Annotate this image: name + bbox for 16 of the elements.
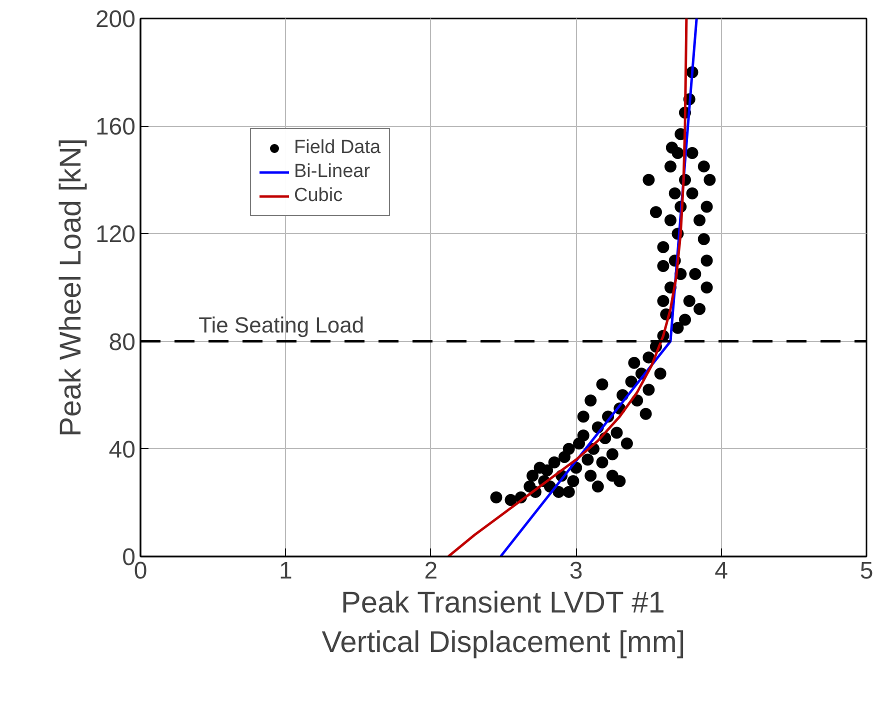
legend-label: Cubic bbox=[294, 185, 343, 207]
y-tick-label: 160 bbox=[95, 114, 136, 141]
x-axis-title: Peak Transient LVDT #1 Vertical Displacement [mm] bbox=[322, 586, 686, 660]
x-tick-label: 1 bbox=[279, 558, 292, 584]
y-tick-label: 120 bbox=[95, 221, 136, 248]
y-axis-title: Peak Wheel Load [kN] bbox=[54, 138, 88, 437]
legend-label: Field Data bbox=[294, 137, 381, 159]
x-tick-label: 2 bbox=[424, 558, 438, 584]
y-tick-label: 200 bbox=[95, 6, 136, 33]
ref-line-label: Tie Seating Load bbox=[198, 312, 364, 338]
x-tick-label: 4 bbox=[714, 558, 728, 584]
x-tick-label: 3 bbox=[569, 558, 583, 584]
legend-label: Bi-Linear bbox=[294, 161, 370, 183]
x-tick-label: 5 bbox=[860, 558, 874, 584]
y-tick-label: 40 bbox=[108, 436, 136, 464]
y-tick-label: 80 bbox=[108, 328, 136, 356]
